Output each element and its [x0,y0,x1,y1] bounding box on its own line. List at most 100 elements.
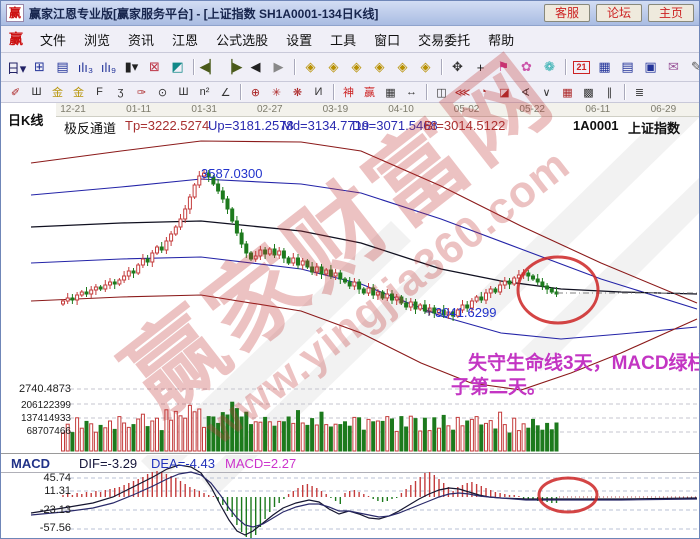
minute-9-icon: ılı₉ [100,59,117,75]
coil-tool-icon: ʒ [117,86,124,98]
paint-icon[interactable]: ✎ [686,57,699,77]
volume-scale-label: 206122399 [20,400,71,411]
measure-icon[interactable]: ↔ [402,84,421,100]
mail-icon[interactable]: ✉ [663,57,684,77]
zoom-in-icon[interactable]: ◈ [323,57,344,77]
menu-item-4[interactable]: 公式选股 [216,32,269,48]
ying-tool-icon[interactable]: 赢 [360,84,379,100]
v-lines-icon[interactable]: ∨ [537,84,556,100]
candle-style-icon[interactable]: ▮▾ [121,57,142,77]
nav-prev-icon[interactable]: ◀ [245,57,266,77]
minute-9-icon[interactable]: ılı₉ [98,57,119,77]
web-icon[interactable]: ✳ [267,84,286,100]
frame-tool-icon: ◫ [436,86,447,99]
gann-box-icon[interactable]: ⊠ [144,57,165,77]
hatch-grid-icon[interactable]: ▩ [579,84,598,100]
save-icon[interactable]: ▣ [640,57,661,77]
shade-box-icon[interactable]: ◪ [495,84,514,100]
expand-all-icon[interactable]: ◈ [392,57,413,77]
flag-tool-icon: ⚑ [497,59,510,74]
calendar-21-icon[interactable]: 21 [571,57,592,77]
n-square-icon[interactable]: n² [195,84,214,100]
home-button[interactable]: 主页 [648,4,694,22]
date-axis: 12-21 01-11 01-31 02-27 03-19 04-10 05-02 05-22… [56,103,699,117]
chart-canvas[interactable]: 12-21 01-11 01-31 02-27 03-19 04-10 05-02 05-22… [1,36,700,539]
menu-item-0[interactable]: 文件 [40,32,67,48]
ladder-icon[interactable]: ≣ [630,84,649,100]
kline-style-icon[interactable]: 日▾ [6,57,27,77]
chart-window-icon[interactable]: ⊞ [29,57,50,77]
compress-icon[interactable]: ◈ [346,57,367,77]
date-tick-01-31: 01-31 [191,104,217,115]
forum-button[interactable]: 论坛 [596,4,642,22]
menu-item-1[interactable]: 浏览 [84,32,111,48]
ribbon-tool-icon[interactable]: ✿ [516,57,537,77]
pan-hand-icon[interactable]: ✥ [447,57,468,77]
nav-first-icon[interactable]: ◀▏ [199,57,220,77]
calculator-icon[interactable]: ▦ [594,57,615,77]
arc-box-icon[interactable]: ◔ [474,84,493,100]
flag-tool-icon[interactable]: ⚑ [493,57,514,77]
date-tick-06-11: 06-11 [585,104,611,115]
paint-icon: ✎ [691,59,699,75]
zoom-out-icon[interactable]: ◈ [300,57,321,77]
clock-grid-icon: ⊙ [157,86,168,99]
zoom-out-icon: ◈ [305,59,316,74]
comb-grid-icon[interactable]: Ш [27,84,46,100]
shen-tool-icon[interactable]: 神 [339,84,358,100]
angle-tool-icon[interactable]: ∠ [216,84,235,100]
date-tick-06-29: 06-29 [650,104,677,115]
brush-icon[interactable]: ✐ [6,84,25,100]
low-price-annotation: 3041.6299 [435,305,497,320]
expand-icon: ◈ [374,59,385,74]
toolbar-separator [240,84,241,100]
frame-tool-icon[interactable]: ◫ [432,84,451,100]
grid-123-icon[interactable]: ▦ [381,84,400,100]
toolbar-separator [441,59,442,75]
target-icon[interactable]: ⊕ [246,84,265,100]
f-grid-icon[interactable]: F [90,84,109,100]
mail-icon: ✉ [668,59,679,74]
coil-tool-icon[interactable]: ʒ [111,84,130,100]
minute-3-icon[interactable]: ılı₃ [75,57,96,77]
wave-icon[interactable]: И [309,84,328,100]
slash-lines-icon[interactable]: ∥ [600,84,619,100]
nav-last-icon: ▕▶ [222,59,243,74]
expand-icon[interactable]: ◈ [369,57,390,77]
comb-grid2-icon[interactable]: Ш [174,84,193,100]
price-scale-label: 2740.4873 [19,383,71,395]
menu-item-7[interactable]: 窗口 [374,32,401,48]
window-title: 赢家江恩专业版[赢家服务平台] - [上证指数 SH1A0001-134日K线] [29,6,379,21]
measure-icon: ↔ [406,86,417,98]
knot-tool-icon[interactable]: ❁ [539,57,560,77]
menu-item-5[interactable]: 设置 [286,32,313,48]
angle-rays-icon[interactable]: ∢ [516,84,535,100]
gold-grid-icon[interactable]: 金 [48,84,67,100]
menu-item-8[interactable]: 交易委托 [418,32,471,48]
nav-last-icon[interactable]: ▕▶ [222,57,243,77]
menu-item-2[interactable]: 资讯 [128,32,155,48]
menu-item-9[interactable]: 帮助 [488,32,515,48]
color-pattern-icon[interactable]: ◩ [167,57,188,77]
menu-item-3[interactable]: 江恩 [172,32,199,48]
clock-grid-icon[interactable]: ⊙ [153,84,172,100]
gold-grid2-icon: 金 [73,87,84,99]
indicator-bt-value: Bt=3014.5122 [424,118,506,133]
f-grid-icon: F [96,86,103,98]
web-icon: ✳ [271,86,282,99]
menu-item-6[interactable]: 工具 [330,32,357,48]
crosshair-icon[interactable]: + [470,57,491,77]
service-button[interactable]: 客服 [544,4,590,22]
quote-list-icon[interactable]: ▤ [52,57,73,77]
nav-next-icon[interactable]: ▶ [268,57,289,77]
chart-svg[interactable] [1,103,700,539]
move-view-icon[interactable]: ◈ [415,57,436,77]
chart-window-icon: ⊞ [34,59,45,74]
gold-grid2-icon[interactable]: 金 [69,84,88,100]
web-box-icon[interactable]: ❋ [288,84,307,100]
brush2-icon[interactable]: ✑ [132,84,151,100]
target-icon: ⊕ [250,86,261,99]
dense-grid-icon[interactable]: ▦ [558,84,577,100]
notepad-icon[interactable]: ▤ [617,57,638,77]
fan-lines-icon[interactable]: ⋘ [453,84,472,100]
